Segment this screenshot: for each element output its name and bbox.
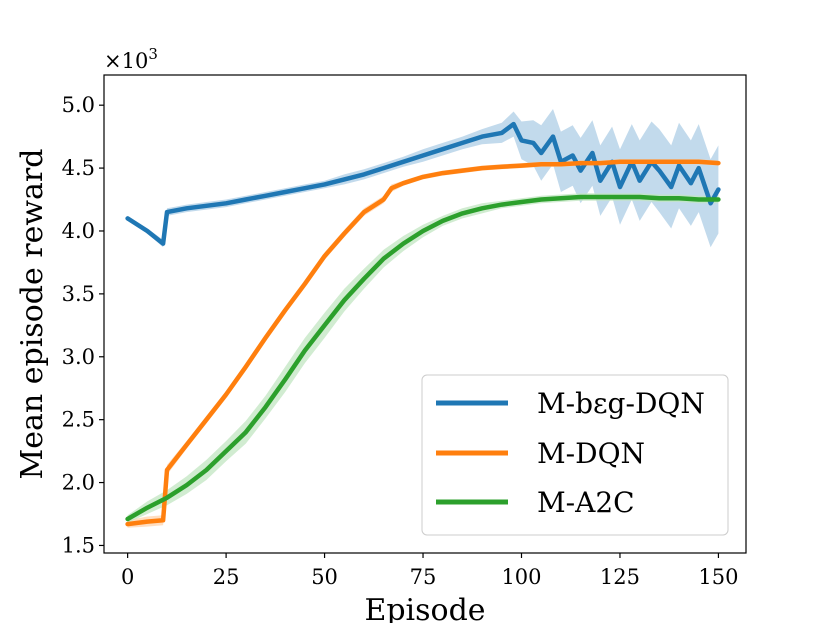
series-lines [125,121,721,527]
legend-label: M-A2C [537,486,635,519]
y-tick-label: 2.0 [62,471,95,495]
x-axis-ticks: 0 25 50 75 100 125 150 [121,553,738,589]
x-tick-label: 100 [501,565,541,589]
legend-box [421,374,729,536]
y-tick-label: 2.5 [62,408,95,432]
y-axis-ticks: 1.5 2.0 2.5 3.0 3.5 4.0 4.5 5.0 [62,93,104,557]
y-tick-label: 5.0 [62,93,95,117]
y-tick-label: 3.5 [62,282,95,306]
y-multiplier-label: ×103 [104,45,158,73]
legend: M-bεg-DQN M-DQN M-A2C [421,374,729,536]
confidence-bands [127,109,719,528]
y-tick-label: 4.5 [62,156,95,180]
y-tick-label: 4.0 [62,219,95,243]
x-tick-label: 25 [213,565,240,589]
band-0 [127,109,719,248]
legend-label: M-bεg-DQN [537,387,705,420]
plot-frame [103,74,747,554]
band-2 [127,193,719,523]
y-axis-title: Mean episode reward [15,149,50,480]
x-tick-label: 150 [698,565,738,589]
x-axis-title: Episode [364,593,485,623]
y-tick-label: 1.5 [62,533,95,557]
x-tick-label: 125 [600,565,640,589]
x-tick-label: 75 [410,565,437,589]
series-line-1 [125,159,721,527]
series-line-2 [125,194,721,522]
y-tick-label: 3.0 [62,345,95,369]
x-tick-label: 50 [311,565,338,589]
legend-label: M-DQN [537,437,645,470]
x-tick-label: 0 [121,565,134,589]
